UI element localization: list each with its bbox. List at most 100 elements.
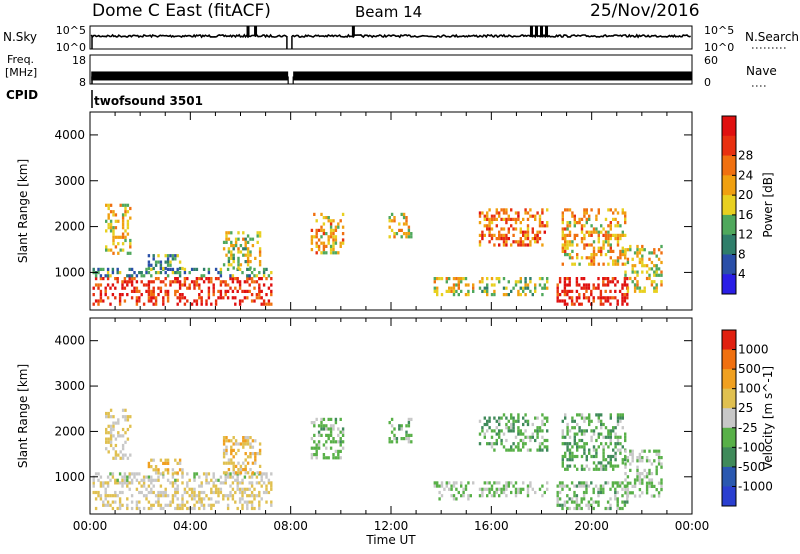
- scatter-cell: [270, 481, 273, 485]
- scatter-cell: [590, 208, 593, 212]
- scatter-cell: [200, 497, 203, 501]
- scatter-cell: [249, 468, 252, 472]
- scatter-cell: [222, 481, 225, 485]
- scatter-cell: [488, 233, 491, 237]
- scatter-cell: [329, 248, 333, 252]
- scatter-cell: [145, 475, 148, 479]
- scatter-cell: [541, 442, 544, 446]
- scatter-cell: [152, 484, 155, 488]
- nsky-label: N.Sky: [3, 30, 37, 44]
- scatter-cell: [592, 506, 595, 511]
- scatter-cell: [452, 293, 456, 297]
- scatter-cell: [138, 299, 141, 303]
- scatter-cell: [592, 256, 596, 260]
- scatter-cell: [329, 235, 333, 239]
- scatter-cell: [121, 232, 125, 236]
- scatter-cell: [112, 434, 115, 438]
- scatter-cell: [232, 448, 235, 452]
- scatter-cell: [152, 490, 155, 495]
- scatter-cell: [171, 257, 175, 261]
- scatter-cell: [563, 299, 567, 303]
- scatter-cell: [636, 270, 639, 274]
- scatter-cell: [230, 256, 233, 260]
- scatter-cell: [152, 254, 155, 258]
- scatter-cell: [534, 283, 537, 287]
- scatter-cell: [526, 422, 530, 427]
- scatter-cell: [597, 237, 600, 241]
- scatter-cell: [320, 421, 323, 425]
- scatter-cell: [200, 490, 203, 495]
- scatter-cell: [611, 481, 615, 485]
- scatter-cell: [126, 274, 129, 278]
- scatter-cell: [636, 280, 639, 284]
- colorbar-swatch: [722, 330, 736, 351]
- scatter-cell: [536, 432, 539, 436]
- scatter-cell: [612, 429, 615, 433]
- scatter-cell: [341, 212, 345, 216]
- scatter-cell: [310, 235, 314, 239]
- scatter-cell: [181, 468, 184, 472]
- scatter-cell: [614, 426, 617, 430]
- scatter-cell: [128, 267, 131, 271]
- scatter-cell: [481, 237, 484, 241]
- scatter-cell: [570, 296, 574, 300]
- scatter-cell: [510, 429, 513, 433]
- scatter-cell: [517, 448, 520, 452]
- scatter-cell: [653, 251, 656, 255]
- scatter-cell: [576, 243, 579, 247]
- scatter-cell: [571, 240, 574, 244]
- scatter-cell: [495, 217, 498, 221]
- scatter-cell: [244, 442, 247, 446]
- scatter-cell: [493, 416, 496, 420]
- scatter-cell: [600, 422, 603, 427]
- scatter-cell: [561, 233, 564, 237]
- scatter-cell: [522, 240, 525, 244]
- scatter-cell: [126, 222, 130, 227]
- scatter-cell: [227, 468, 231, 472]
- scatter-cell: [154, 465, 158, 469]
- scatter-cell: [524, 237, 527, 241]
- scatter-cell: [526, 211, 530, 215]
- scatter-cell: [109, 203, 113, 207]
- scatter-cell: [327, 427, 330, 431]
- scatter-cell: [609, 280, 612, 284]
- scatter-cell: [514, 481, 518, 485]
- scatter-cell: [538, 448, 542, 452]
- scatter-cell: [538, 221, 542, 225]
- scatter-cell: [248, 494, 251, 498]
- scatter-cell: [582, 283, 586, 287]
- scatter-cell: [395, 437, 399, 441]
- scatter-cell: [561, 506, 564, 511]
- colorbar-swatch: [722, 195, 736, 216]
- scatter-cell: [169, 283, 172, 287]
- scatter-cell: [512, 484, 515, 488]
- scatter-cell: [255, 293, 259, 297]
- scatter-cell: [517, 429, 520, 433]
- scatter-cell: [193, 497, 196, 501]
- scatter-cell: [231, 475, 235, 479]
- scatter-cell: [207, 481, 211, 485]
- scatter-cell: [585, 484, 588, 488]
- scatter-cell: [500, 237, 503, 241]
- scatter-cell: [262, 267, 266, 271]
- scatter-cell: [253, 506, 256, 511]
- scatter-cell: [575, 494, 579, 498]
- scatter-cell: [607, 249, 610, 253]
- scatter-cell: [150, 506, 153, 511]
- scatter-cell: [222, 497, 225, 501]
- scatter-cell: [313, 421, 316, 425]
- scatter-cell: [114, 500, 117, 504]
- scatter-cell: [609, 243, 612, 247]
- scatter-cell: [234, 237, 238, 241]
- scatter-cell: [124, 431, 127, 435]
- scatter-cell: [438, 490, 441, 495]
- scatter-cell: [571, 214, 574, 218]
- scatter-cell: [582, 296, 586, 300]
- scatter-cell: [400, 235, 403, 239]
- scatter-cell: [248, 283, 251, 287]
- scatter-cell: [157, 471, 160, 475]
- scatter-cell: [174, 458, 177, 462]
- scatter-cell: [334, 421, 338, 425]
- scatter-cell: [636, 244, 639, 249]
- scatter-cell: [558, 299, 562, 303]
